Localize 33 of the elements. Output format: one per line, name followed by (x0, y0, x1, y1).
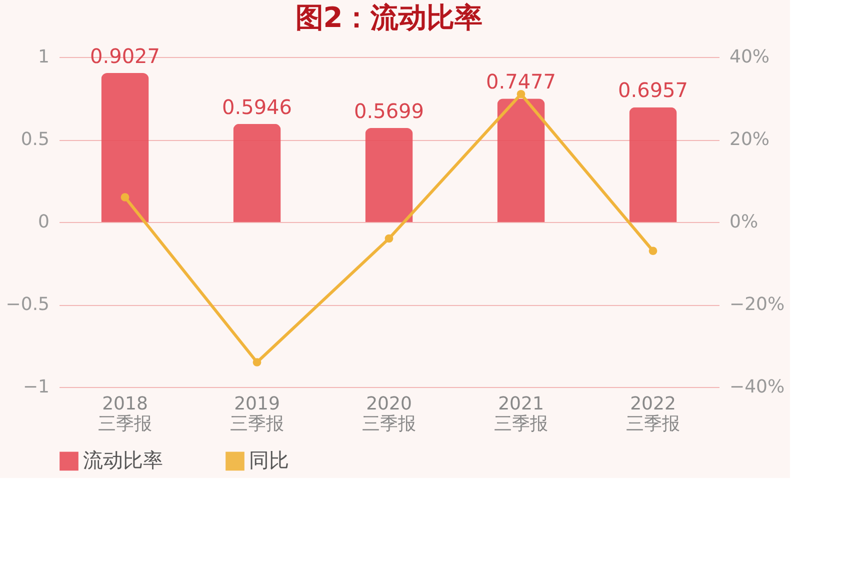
point (648, 246, 658, 256)
data-label: 0.5699 (354, 98, 424, 123)
bar (101, 73, 149, 222)
y-tick-label: −0.5 (6, 294, 50, 315)
data-label: 0.7477 (486, 70, 556, 94)
legend-label: 同比 (249, 448, 289, 472)
y-tick-label: −1 (22, 376, 50, 398)
bar (497, 98, 545, 222)
data-label: 0.6957 (618, 78, 688, 102)
legend-label: 流动比率 (83, 448, 163, 472)
y2-tick-label: −20% (730, 294, 785, 315)
x-tick-label: 2020 三季报 (362, 394, 416, 434)
data-label: 0.5946 (222, 94, 292, 119)
x-tick-label: 2022 三季报 (626, 394, 680, 434)
y-tick-label: 0 (38, 212, 50, 232)
x-tick-label: 2019 三季报 (230, 394, 284, 434)
x-tick-label: 2018 三季报 (98, 394, 152, 434)
bar (365, 128, 413, 222)
chart-title: 图2：流动比率 (295, 1, 483, 34)
y2-tick-label: −40% (730, 376, 785, 398)
y-tick-label: 0.5 (20, 129, 50, 150)
y2-tick-label: 40% (730, 46, 770, 68)
y-tick-label: 1 (38, 46, 50, 68)
y2-tick-label: 20% (730, 129, 770, 150)
point (120, 193, 130, 202)
point (384, 234, 394, 243)
bar (629, 107, 677, 222)
data-label: 0.9027 (90, 44, 160, 68)
point (252, 358, 262, 366)
y2-tick-label: 0% (730, 212, 758, 232)
bar (233, 124, 281, 222)
point (516, 90, 526, 98)
x-tick-label: 2021 三季报 (494, 394, 548, 434)
